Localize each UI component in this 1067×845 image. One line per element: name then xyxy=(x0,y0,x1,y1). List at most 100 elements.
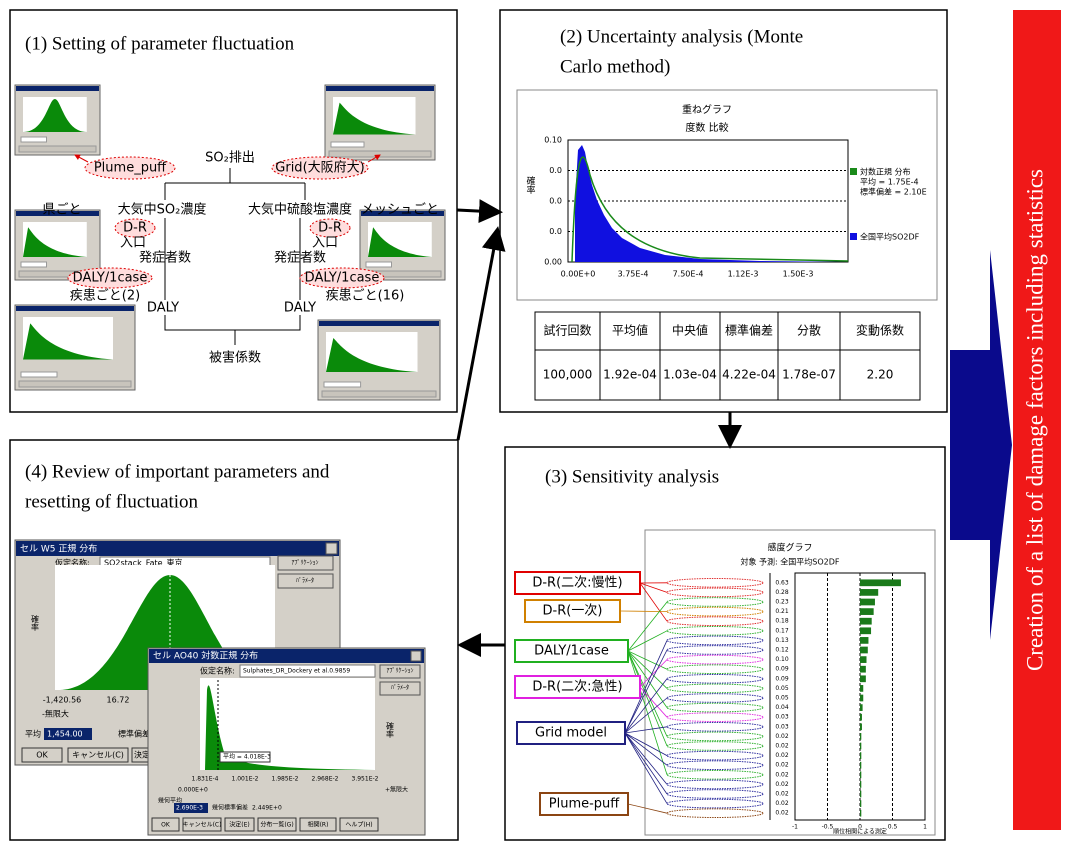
button[interactable] xyxy=(224,817,255,832)
value-label: 0.02 xyxy=(775,810,789,817)
label: D-R xyxy=(318,221,342,236)
row-label xyxy=(666,741,764,751)
bubble xyxy=(309,218,351,238)
axis-label: 確率 xyxy=(525,175,536,195)
button[interactable] xyxy=(299,817,337,832)
close-button[interactable] xyxy=(410,650,422,662)
table-header: 試行回数 xyxy=(543,323,591,338)
bar xyxy=(860,742,862,750)
link xyxy=(624,732,668,766)
button[interactable] xyxy=(67,747,129,763)
button[interactable] xyxy=(379,681,421,696)
link xyxy=(624,732,668,795)
value-label: 0.02 xyxy=(775,733,789,740)
panel-title: (3) Sensitivity analysis xyxy=(545,466,719,487)
histogram xyxy=(575,145,848,262)
thumb-shape xyxy=(23,323,113,360)
row-label xyxy=(666,808,764,819)
legend-label: 標準偏差 = 2.10E xyxy=(860,187,927,197)
thumb-titlebar xyxy=(16,211,99,216)
input[interactable] xyxy=(239,664,376,678)
table-header: 変動係数 xyxy=(856,323,904,338)
panel-title: (4) Review of important parameters and xyxy=(25,461,330,482)
label: 発症者数 xyxy=(274,251,326,266)
button-label: 相関(R) xyxy=(308,821,329,829)
link xyxy=(627,650,668,737)
bar xyxy=(860,723,862,731)
axis-label: 順位相関による測定 xyxy=(833,828,887,836)
thumb-shape xyxy=(368,227,432,257)
thumb-shape xyxy=(23,227,87,257)
bar xyxy=(860,809,862,817)
thumb-field xyxy=(20,136,47,143)
row-label xyxy=(666,635,764,646)
bar xyxy=(860,675,866,683)
value-label: 0.05 xyxy=(775,695,789,702)
button[interactable] xyxy=(182,817,222,832)
label: 発症者数 xyxy=(139,251,191,266)
value-label: 0.03 xyxy=(775,714,789,721)
label: Grid(大阪府大) xyxy=(275,161,364,176)
link xyxy=(627,803,668,814)
button[interactable] xyxy=(339,817,379,832)
bar xyxy=(860,713,862,721)
button[interactable] xyxy=(151,817,180,832)
button[interactable] xyxy=(21,747,63,763)
label: D-R xyxy=(123,221,147,236)
bar xyxy=(860,589,879,596)
row-label xyxy=(666,597,764,607)
group-box xyxy=(516,721,626,745)
row-label xyxy=(666,683,764,694)
big-arrow xyxy=(950,250,1012,640)
label: 疾患ごと(16) xyxy=(326,288,405,304)
button[interactable] xyxy=(277,573,334,589)
label: 県ごと xyxy=(42,202,81,218)
label: メッシュごと xyxy=(361,202,439,218)
button[interactable] xyxy=(257,817,297,832)
bar xyxy=(860,800,862,807)
input[interactable] xyxy=(44,728,92,740)
button[interactable] xyxy=(277,555,334,571)
group-label: D-R(二次:急性) xyxy=(532,679,622,695)
label: +無限大 xyxy=(385,786,408,794)
tick-label: -1,420.56 xyxy=(43,696,82,705)
table-header: 標準偏差 xyxy=(725,323,773,338)
link xyxy=(624,678,668,734)
label: -無限大 xyxy=(42,709,69,719)
x-tick-label: 0.00E+0 xyxy=(561,270,596,279)
value-label: 0.21 xyxy=(775,608,789,615)
tick-label: 1.985E-2 xyxy=(272,776,299,783)
group-label: Plume-puff xyxy=(549,797,621,812)
row-label xyxy=(666,654,764,665)
bar xyxy=(860,752,862,759)
panel-title: (1) Setting of parameter fluctuation xyxy=(25,33,295,54)
table-header: 中央値 xyxy=(672,323,708,338)
link xyxy=(639,582,668,622)
y-tick-label: 0.10 xyxy=(544,136,562,145)
close-button[interactable] xyxy=(325,542,338,555)
button[interactable] xyxy=(379,664,421,679)
panel-title: (2) Uncertainty analysis (Monte xyxy=(560,26,803,47)
button-label: 決定(E) xyxy=(229,821,249,829)
thumb-titlebar xyxy=(16,306,134,311)
y-tick-label: 0.0 xyxy=(549,197,562,206)
thumb-shape xyxy=(23,99,87,132)
bubble xyxy=(271,156,369,180)
y-tick-label: 0.00 xyxy=(544,258,562,267)
table-cell: 2.20 xyxy=(867,368,894,382)
label: Plume_puff xyxy=(94,161,167,176)
button-label: キャンセル(C) xyxy=(183,822,222,829)
input[interactable] xyxy=(174,803,208,813)
legend-label: 平均 = 1.75E-4 xyxy=(860,177,919,187)
label: DALY xyxy=(284,301,316,316)
table-cell: 1.03e-04 xyxy=(663,368,717,382)
link xyxy=(624,732,668,804)
side-text: Creation of a list of damage factors inc… xyxy=(1022,169,1047,671)
x-tick-label: -0.5 xyxy=(822,824,834,831)
row-label xyxy=(666,577,764,588)
value-label: 0.09 xyxy=(775,675,789,682)
bubble xyxy=(299,267,385,289)
label: 疾患ごと(2) xyxy=(70,288,140,304)
thumbnail xyxy=(324,84,436,161)
link xyxy=(624,640,668,734)
